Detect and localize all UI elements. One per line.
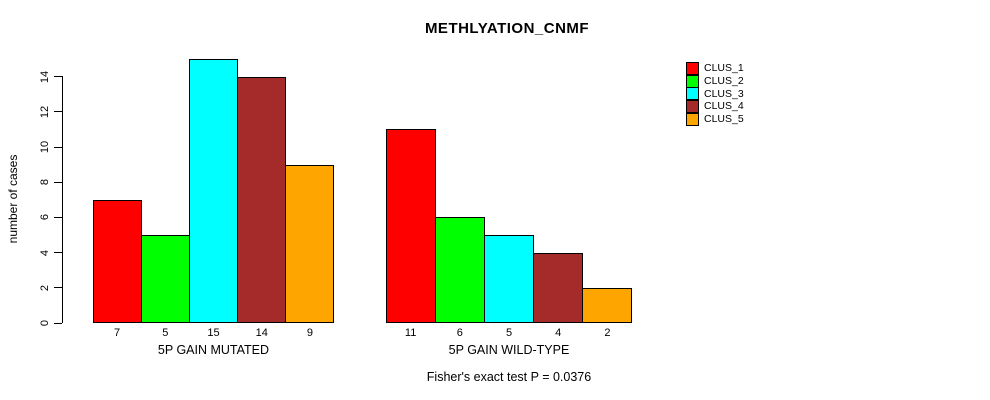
group-axis-label: 5P GAIN MUTATED: [157, 343, 270, 357]
bar-clus_5: [285, 165, 334, 323]
y-tick-mark: [54, 146, 62, 148]
bar-value-label: 9: [306, 327, 313, 339]
legend-color-swatch: [686, 87, 699, 101]
bar-group: [93, 33, 334, 323]
fisher-test-annotation: Fisher's exact test P = 0.0376: [426, 370, 592, 384]
legend-item: CLUS_1: [686, 61, 744, 75]
y-tick-label: 10: [39, 140, 51, 154]
bar-clus_4: [237, 77, 286, 323]
y-tick-label: 6: [39, 214, 51, 221]
bar-value-label: 6: [456, 327, 463, 339]
bar-clus_2: [141, 235, 190, 323]
y-tick-label: 12: [39, 105, 51, 118]
y-tick-label: 0: [39, 319, 51, 327]
bar-clus_1: [386, 129, 436, 323]
bar-value-label: 14: [255, 327, 268, 339]
bar-value-labels: 11 6 5 4 2: [386, 327, 632, 339]
y-tick-mark: [54, 111, 62, 113]
bar-clus_2: [435, 217, 485, 323]
bar-value-label: 7: [114, 327, 121, 339]
y-tick-label: 4: [39, 249, 51, 256]
y-tick-mark: [54, 252, 62, 254]
legend-label: CLUS_4: [704, 100, 744, 113]
legend-label: CLUS_1: [704, 62, 744, 75]
bar-value-label: 5: [162, 327, 169, 339]
bar-value-labels: 7 5 15 14 9: [93, 327, 334, 339]
legend-color-swatch: [686, 61, 699, 75]
bar-clus_4: [533, 253, 583, 323]
legend-label: CLUS_2: [704, 75, 744, 88]
legend-item: CLUS_3: [686, 87, 744, 101]
legend-color-swatch: [686, 99, 699, 113]
bar-value-label: 15: [207, 327, 220, 339]
bar-value-label: 4: [555, 327, 562, 339]
y-tick-mark: [54, 216, 62, 218]
y-tick-mark: [54, 76, 62, 78]
y-tick-label: 2: [39, 284, 51, 291]
legend-label: CLUS_5: [704, 113, 744, 126]
bar-clus_5: [582, 288, 632, 323]
legend-color-swatch: [686, 112, 699, 126]
bar-clus_3: [484, 235, 534, 323]
group-axis-label: 5P GAIN WILD-TYPE: [448, 343, 570, 357]
bar-clus_3: [189, 59, 238, 323]
bar-clus_1: [93, 200, 142, 323]
y-axis-label: number of cases: [6, 154, 20, 244]
y-tick-mark: [54, 322, 62, 324]
bar-value-label: 2: [604, 327, 611, 339]
y-tick-label: 8: [39, 179, 51, 186]
y-tick-mark: [54, 181, 62, 183]
bar-value-label: 5: [505, 327, 513, 339]
y-tick-mark: [54, 287, 62, 289]
legend-item: CLUS_2: [686, 74, 744, 88]
chart-legend: CLUS_1 CLUS_2 CLUS_3 CLUS_4 CLUS_5: [686, 61, 744, 126]
legend-item: CLUS_5: [686, 112, 744, 126]
legend-label: CLUS_3: [704, 87, 744, 100]
y-axis-line: [62, 76, 63, 323]
bar-value-label: 11: [404, 327, 417, 339]
legend-item: CLUS_4: [686, 99, 744, 113]
legend-color-swatch: [686, 74, 699, 88]
bar-group: [386, 33, 632, 323]
chart-title: METHLYATION_CNMF: [424, 20, 590, 37]
y-tick-label: 14: [39, 70, 51, 83]
